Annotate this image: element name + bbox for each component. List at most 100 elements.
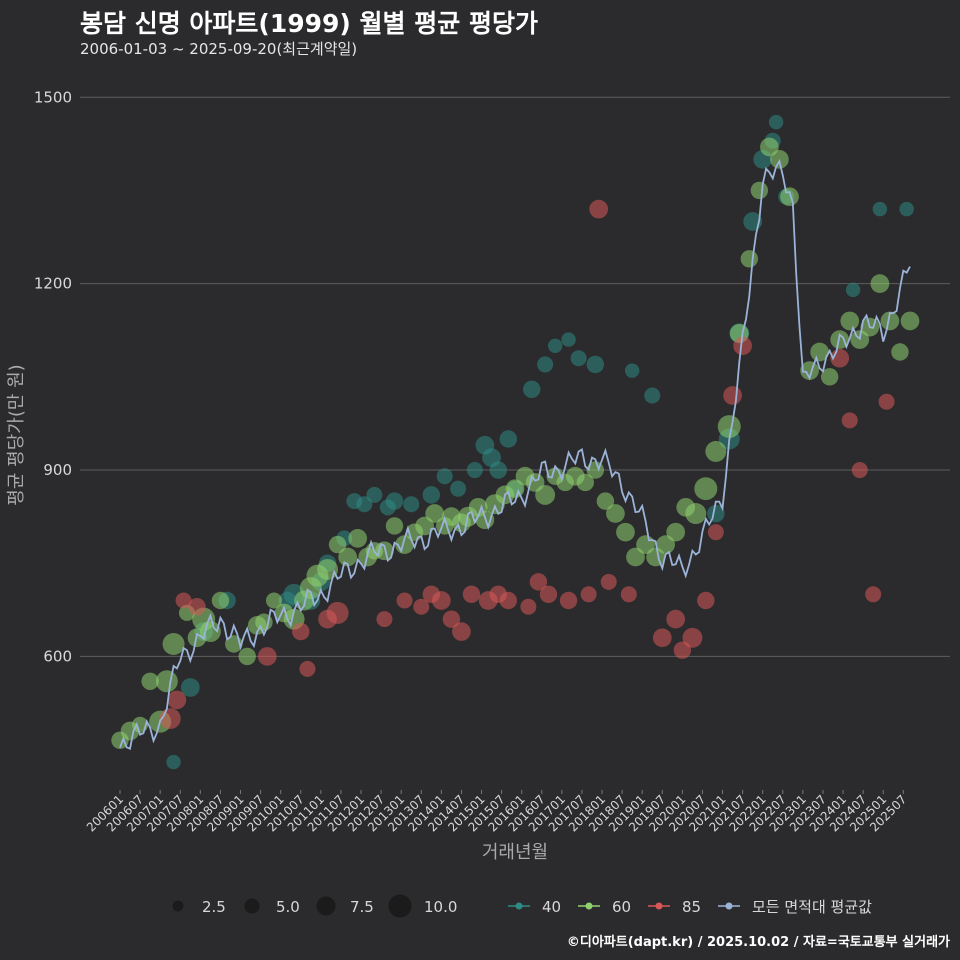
- data-point-40: [523, 380, 541, 398]
- data-point-40: [624, 363, 640, 378]
- y-tick-label: 1200: [34, 275, 72, 293]
- y-tick-label: 900: [43, 461, 72, 479]
- data-point-85: [376, 611, 393, 628]
- data-point-60: [162, 633, 185, 655]
- data-point-60: [717, 415, 741, 439]
- data-point-60: [155, 670, 178, 693]
- data-point-60: [415, 516, 434, 536]
- legend-series-label: 85: [682, 898, 701, 916]
- legend-size-label: 5.0: [276, 898, 300, 916]
- legend-size-label: 10.0: [424, 898, 457, 916]
- data-point-60: [685, 503, 707, 525]
- legend-series-label: 60: [612, 898, 631, 916]
- data-point-85: [520, 598, 537, 615]
- legend-series-label: 40: [542, 898, 561, 916]
- data-point-60: [535, 484, 556, 505]
- data-point-85: [452, 622, 471, 641]
- average-price-line: [119, 158, 911, 750]
- data-point-60: [705, 440, 727, 462]
- data-point-60: [830, 330, 850, 349]
- data-point-60: [740, 250, 759, 268]
- data-point-60: [328, 535, 347, 554]
- data-point-60: [199, 621, 221, 643]
- data-point-60: [425, 504, 445, 523]
- data-point-60: [800, 361, 819, 380]
- y-tick-label: 1500: [34, 88, 72, 106]
- data-point-85: [682, 627, 703, 648]
- data-point-40: [356, 496, 373, 513]
- data-point-85: [652, 628, 672, 648]
- data-point-85: [462, 585, 481, 604]
- data-point-60: [694, 477, 718, 501]
- data-point-85: [413, 598, 430, 615]
- data-point-85: [865, 586, 882, 603]
- data-point-60: [870, 274, 890, 294]
- data-point-40: [707, 504, 725, 523]
- data-point-60: [606, 504, 625, 523]
- data-point-40: [180, 678, 200, 697]
- chart-subtitle: 2006-01-03 ~ 2025-09-20(최근계약일): [80, 40, 358, 58]
- data-point-60: [238, 647, 256, 666]
- data-point-60: [900, 311, 920, 331]
- average-line-layer: [119, 158, 911, 750]
- data-point-40: [537, 356, 554, 373]
- data-point-60: [656, 535, 675, 554]
- data-point-85: [432, 591, 451, 610]
- data-point-60: [385, 517, 404, 535]
- data-point-40: [436, 468, 453, 485]
- data-point-85: [396, 592, 413, 609]
- data-point-60: [616, 522, 635, 542]
- x-axis-label: 거래년월: [482, 842, 548, 863]
- data-point-60: [338, 547, 357, 567]
- data-point-60: [576, 473, 595, 492]
- data-point-85: [188, 598, 206, 616]
- data-point-85: [851, 462, 868, 479]
- data-point-40: [561, 332, 576, 347]
- data-point-60: [317, 558, 339, 580]
- legend-size-key: [172, 900, 184, 912]
- data-point-85: [539, 585, 558, 604]
- data-point-40: [422, 486, 441, 504]
- data-point-85: [257, 647, 277, 666]
- data-point-40: [768, 114, 784, 130]
- data-point-60: [780, 187, 799, 207]
- data-point-60: [880, 311, 900, 331]
- data-point-40: [586, 355, 605, 374]
- legend-point-key: [585, 902, 593, 910]
- data-point-60: [750, 181, 769, 200]
- data-point-85: [697, 591, 715, 610]
- grid-lines: [80, 96, 950, 657]
- legend-point-key: [725, 902, 733, 910]
- data-point-85: [723, 386, 742, 405]
- data-point-60: [760, 137, 779, 157]
- data-point-85: [529, 573, 548, 591]
- data-point-40: [403, 496, 420, 513]
- data-point-85: [559, 591, 578, 610]
- data-point-60: [666, 522, 686, 542]
- data-point-85: [175, 592, 192, 609]
- data-point-60: [820, 368, 839, 386]
- legend-series-label: 모든 면적대 평균값: [752, 898, 872, 916]
- data-point-85: [707, 524, 724, 541]
- data-point-40: [166, 754, 181, 770]
- data-point-85: [299, 660, 316, 677]
- data-point-40: [466, 462, 483, 479]
- data-point-40: [872, 201, 888, 217]
- y-axis-ticks: 600 900 1200 1500: [34, 88, 72, 665]
- data-point-85: [666, 609, 686, 629]
- source-caption: ©디아파트(dapt.kr) / 2025.10.02 / 자료=국토교통부 실…: [566, 935, 950, 950]
- data-point-85: [326, 601, 349, 624]
- legend-size-key: [244, 898, 260, 914]
- data-point-60: [810, 342, 829, 362]
- data-point-85: [600, 573, 617, 590]
- data-point-85: [580, 586, 597, 603]
- data-point-60: [891, 343, 909, 361]
- data-point-85: [167, 690, 187, 710]
- x-axis-ticks: 2006012006072007012007072008012008072009…: [84, 790, 909, 835]
- data-point-40: [499, 430, 518, 448]
- y-tick-label: 600: [43, 647, 72, 665]
- data-point-40: [450, 480, 467, 497]
- data-point-40: [385, 492, 404, 510]
- data-point-85: [620, 586, 637, 603]
